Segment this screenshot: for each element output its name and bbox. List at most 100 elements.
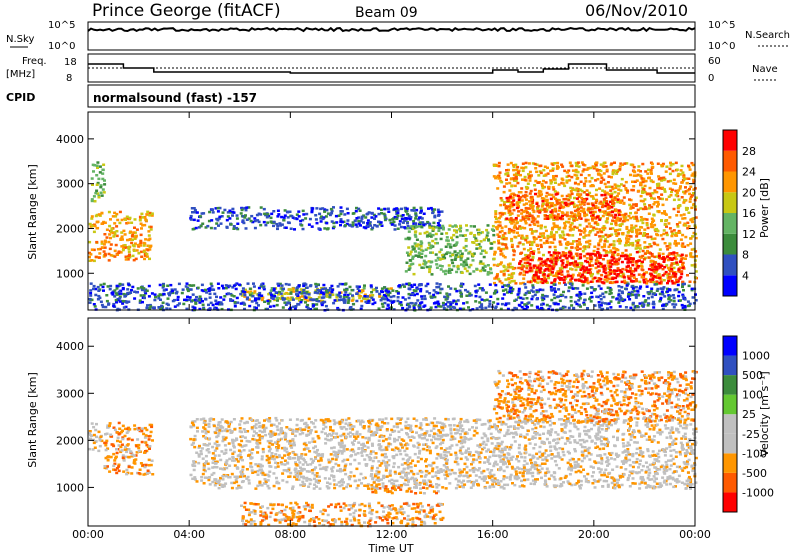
power-cell (601, 189, 605, 192)
power-cell (657, 182, 661, 186)
power-cell (479, 269, 483, 273)
power-cell (599, 163, 603, 166)
power-cell (689, 242, 693, 245)
power-cell (88, 240, 92, 244)
power-cell (320, 303, 324, 307)
power-cell (288, 302, 291, 305)
power-cell (541, 184, 544, 188)
power-cell (384, 289, 388, 292)
power-cell (403, 206, 407, 210)
power-cell (264, 223, 268, 227)
power-cell (374, 215, 378, 218)
power-cell (541, 202, 545, 206)
power-cell (689, 255, 693, 258)
power-cell (650, 265, 654, 269)
power-cell (246, 290, 250, 294)
power-cell (670, 252, 674, 255)
vel-cell (126, 427, 130, 430)
power-cell (491, 224, 495, 228)
power-cell (621, 291, 624, 295)
power-cell (613, 262, 616, 266)
power-cell (531, 276, 535, 279)
power-cell (315, 303, 319, 306)
power-cell (523, 195, 527, 199)
power-cell (383, 301, 387, 305)
power-cell (689, 252, 693, 255)
power-cell (678, 187, 682, 190)
power-cell (662, 178, 666, 182)
power-cell (629, 216, 633, 220)
power-cell (586, 307, 589, 310)
power-cell (462, 246, 466, 249)
power-cell (396, 299, 400, 303)
power-cell (565, 175, 569, 178)
power-cell (507, 168, 510, 172)
power-cell (566, 261, 570, 265)
power-cell (413, 242, 417, 245)
power-cell (248, 304, 252, 308)
power-cell (593, 165, 597, 168)
power-cell (588, 243, 592, 246)
power-cell (532, 279, 536, 282)
power-cell (515, 168, 519, 172)
vel-cell (137, 443, 141, 447)
power-cell (652, 270, 656, 273)
power-cell (529, 189, 533, 193)
power-cell (262, 220, 266, 224)
power-cell (130, 288, 133, 292)
power-cell (573, 300, 577, 304)
power-cell (434, 242, 438, 245)
power-cell (298, 291, 302, 294)
power-cell (336, 285, 340, 288)
power-cell (253, 306, 257, 309)
power-cell (129, 291, 133, 294)
power-cell (122, 306, 126, 309)
power-cell (651, 292, 655, 296)
power-cell (124, 294, 128, 298)
power-cell (546, 217, 550, 220)
power-cell (272, 210, 276, 213)
power-cell (601, 226, 605, 230)
power-cell (610, 176, 613, 179)
power-cell (198, 298, 201, 302)
power-cell (146, 248, 150, 252)
power-cell (634, 269, 638, 272)
power-cell (322, 283, 326, 287)
power-cell (527, 291, 531, 294)
power-cell (148, 211, 152, 215)
power-cell (530, 269, 534, 272)
power-cell (638, 280, 642, 284)
power-cell (435, 226, 439, 229)
power-cell (326, 212, 330, 215)
vel-cell (678, 465, 681, 469)
power-cell (573, 196, 576, 200)
power-cell (530, 289, 534, 292)
power-cell (658, 276, 662, 280)
power-cell (591, 252, 595, 256)
power-cell (656, 205, 659, 208)
power-cell (186, 288, 190, 291)
power-cell (553, 162, 557, 165)
power-cell (472, 252, 476, 255)
power-cell (681, 285, 684, 289)
power-cell (525, 187, 529, 190)
power-cell (572, 240, 575, 243)
power-cell (677, 294, 681, 298)
power-cell (110, 230, 113, 233)
power-cell (380, 290, 383, 293)
power-cell (501, 234, 505, 237)
power-cell (315, 207, 319, 210)
power-cell (692, 188, 696, 191)
power-cell (537, 251, 541, 254)
power-cell (391, 218, 395, 221)
power-cell (623, 281, 627, 285)
power-cell (574, 168, 578, 172)
power-cell (556, 302, 560, 306)
power-cell (494, 276, 498, 279)
power-cell (543, 269, 547, 272)
power-cell (117, 251, 121, 255)
power-cell (684, 257, 687, 260)
power-cell (359, 307, 363, 311)
power-cell (551, 226, 555, 230)
power-cell (627, 291, 631, 295)
